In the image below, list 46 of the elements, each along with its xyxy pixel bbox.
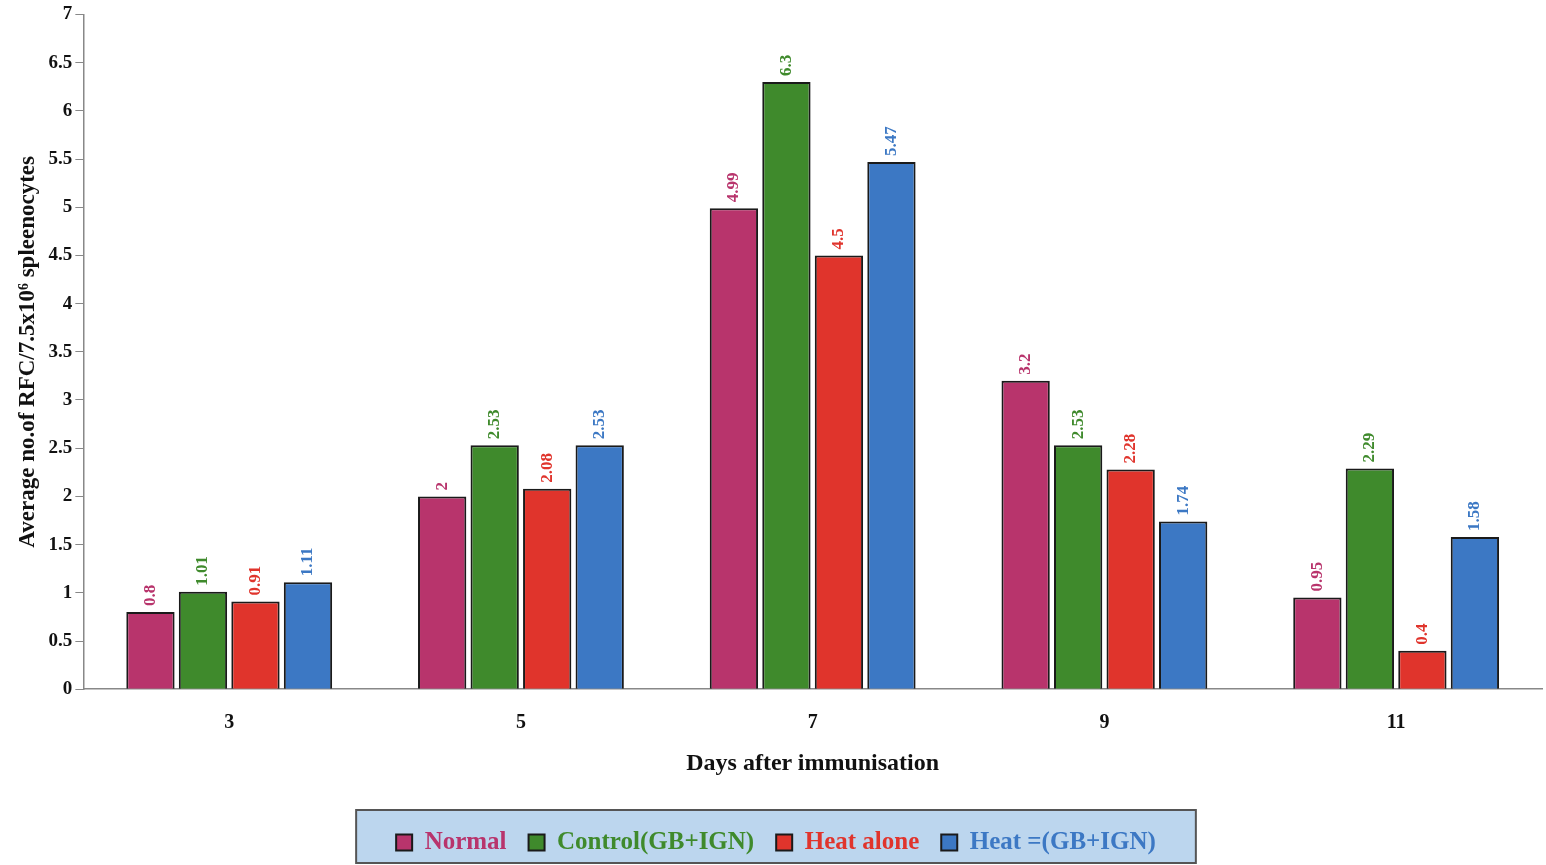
data-label: 0.95 (1306, 561, 1326, 592)
y-tick-label: 0 (62, 677, 73, 699)
y-tick-label: 2.5 (48, 436, 73, 458)
data-label: 2.29 (1359, 432, 1379, 463)
y-tick-label: 4.5 (48, 243, 73, 265)
y-tick-label: 2 (62, 484, 73, 506)
legend-label: Heat =(GB+IGN) (969, 826, 1156, 855)
data-label: 2.53 (484, 409, 504, 440)
legend-label: Normal (424, 826, 507, 854)
x-axis-title: Days after immunisation (686, 748, 940, 775)
data-label: 1.74 (1172, 485, 1192, 516)
data-label: 0.91 (244, 565, 264, 596)
x-tick-label: 9 (1099, 710, 1110, 733)
y-tick-label: 3.5 (48, 339, 73, 361)
legend-label: Control(GB+IGN) (557, 826, 755, 855)
data-label: 0.8 (139, 584, 159, 607)
data-label: 2.28 (1120, 433, 1140, 464)
data-label: 1.58 (1464, 501, 1484, 531)
y-tick-label: 4 (62, 291, 73, 313)
y-tick-label: 0.5 (48, 628, 73, 650)
data-label: 6.3 (775, 54, 795, 76)
y-tick-label: 6.5 (48, 50, 73, 72)
data-label: 4.99 (723, 172, 743, 203)
y-axis-title: Average no.of RFC/7.5x10⁶ spleenocytes (13, 155, 39, 548)
y-tick-label: 5 (62, 195, 73, 217)
data-label: 3.2 (1015, 353, 1035, 375)
data-label: 2.08 (536, 452, 556, 483)
x-tick-label: 5 (515, 710, 526, 733)
data-label: 4.5 (828, 228, 848, 250)
data-label: 2.53 (589, 409, 609, 440)
data-label: 2 (431, 481, 451, 491)
y-tick-label: 1 (62, 580, 73, 602)
y-tick-label: 7 (62, 2, 73, 24)
x-tick-label: 7 (807, 710, 818, 733)
x-tick-label: 3 (224, 710, 235, 733)
x-tick-label: 11 (1386, 710, 1406, 733)
data-label: 1.11 (297, 547, 317, 577)
y-tick-label: 6 (62, 98, 73, 120)
y-tick-label: 3 (62, 387, 73, 409)
data-label: 1.01 (192, 556, 212, 586)
y-tick-label: 1.5 (48, 532, 73, 554)
data-label: 2.53 (1067, 409, 1087, 440)
legend-label: Heat alone (804, 826, 920, 854)
data-label: 0.4 (1411, 622, 1431, 645)
y-tick-label: 5.5 (48, 146, 73, 168)
data-label: 5.47 (880, 125, 900, 156)
